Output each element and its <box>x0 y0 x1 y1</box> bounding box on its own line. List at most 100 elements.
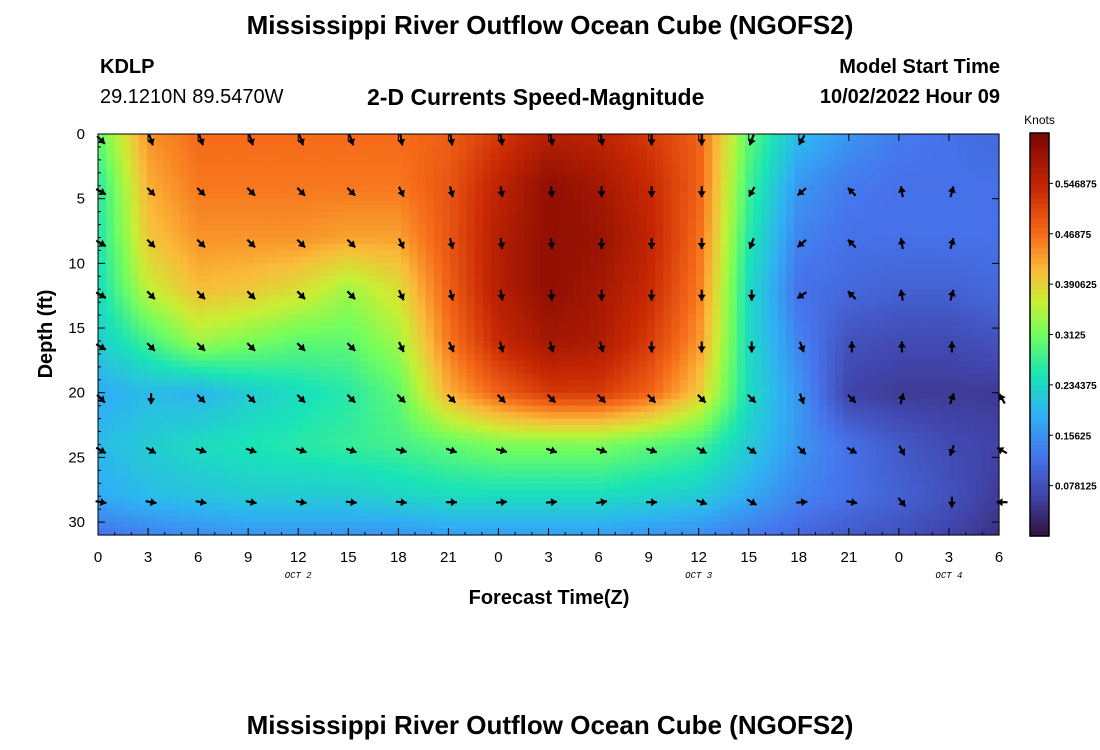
heatmap-cell <box>835 269 844 277</box>
heatmap-cell <box>171 159 181 167</box>
heatmap-cell <box>523 289 533 297</box>
heatmap-cell <box>499 328 509 336</box>
heatmap-cell <box>237 172 247 180</box>
heatmap-cell <box>474 282 484 290</box>
heatmap-cell <box>540 321 550 329</box>
heatmap-cell <box>327 347 337 355</box>
heatmap-cell <box>867 172 877 180</box>
heatmap-cell <box>958 256 967 264</box>
heatmap-cell <box>695 379 705 387</box>
heatmap-cell <box>540 360 550 368</box>
heatmap-cell <box>360 399 369 407</box>
heatmap-cell <box>171 211 181 219</box>
heatmap-cell <box>376 386 386 394</box>
heatmap-cell <box>622 321 632 329</box>
heatmap-cell <box>482 256 492 264</box>
heatmap-cell <box>425 218 435 226</box>
heatmap-cell <box>270 276 279 284</box>
heatmap-cell <box>179 425 189 433</box>
heatmap-cell <box>466 289 476 297</box>
heatmap-cell <box>925 347 935 355</box>
heatmap-cell <box>270 386 279 394</box>
heatmap-cell <box>163 340 173 349</box>
heatmap-cell <box>335 218 345 226</box>
heatmap-cell <box>409 282 419 290</box>
heatmap-cell <box>859 308 869 316</box>
heatmap-cell <box>286 328 296 336</box>
heatmap-cell <box>270 211 279 219</box>
heatmap-cell <box>679 269 689 277</box>
heatmap-cell <box>335 399 345 407</box>
heatmap-cell <box>990 334 1000 342</box>
heatmap-cell <box>515 386 525 394</box>
heatmap-cell <box>532 146 541 155</box>
heatmap-cell <box>892 237 902 245</box>
heatmap-cell <box>106 379 115 387</box>
heatmap-cell <box>171 347 181 355</box>
heatmap-cell <box>851 153 861 161</box>
heatmap-cell <box>908 256 918 264</box>
heatmap-cell <box>507 392 517 400</box>
heatmap-cell <box>941 386 951 394</box>
heatmap-cell <box>556 405 566 413</box>
heatmap-cell <box>704 347 713 355</box>
heatmap-cell <box>564 211 574 219</box>
heatmap-cell <box>171 315 181 323</box>
heatmap-cell <box>712 392 722 400</box>
heatmap-cell <box>138 159 148 167</box>
heatmap-cell <box>409 198 419 206</box>
heatmap-cell <box>310 134 320 142</box>
heatmap-cell <box>351 405 361 413</box>
heatmap-cell <box>581 185 591 193</box>
heatmap-cell <box>835 334 844 342</box>
heatmap-cell <box>442 243 451 252</box>
heatmap-cell <box>630 315 640 323</box>
heatmap-cell <box>458 282 468 290</box>
heatmap-cell <box>958 198 967 206</box>
heatmap-cell <box>851 373 861 381</box>
heatmap-cell <box>237 334 247 342</box>
heatmap-cell <box>917 412 926 420</box>
heatmap-cell <box>163 211 173 219</box>
heatmap-cell <box>974 379 984 387</box>
heatmap-cell <box>941 282 951 290</box>
heatmap-cell <box>941 250 951 258</box>
heatmap-cell <box>859 347 869 355</box>
heatmap-cell <box>196 159 206 167</box>
heatmap-cell <box>212 282 222 290</box>
heatmap-cell <box>605 243 615 252</box>
heatmap-cell <box>712 334 722 342</box>
heatmap-cell <box>753 192 763 200</box>
heatmap-cell <box>933 218 943 226</box>
heatmap-cell <box>155 412 165 420</box>
heatmap-cell <box>786 373 795 381</box>
heatmap-cell <box>777 179 787 187</box>
heatmap-cell <box>302 373 312 381</box>
heatmap-cell <box>663 166 672 174</box>
heatmap-cell <box>335 386 345 394</box>
heatmap-cell <box>532 334 541 342</box>
heatmap-cell <box>876 159 885 167</box>
heatmap-cell <box>556 250 566 258</box>
heatmap-cell <box>204 321 214 329</box>
heatmap-cell <box>532 392 541 400</box>
heatmap-cell <box>368 159 378 167</box>
heatmap-cell <box>351 302 361 310</box>
heatmap-cell <box>188 263 197 271</box>
heatmap-cell <box>859 321 869 329</box>
heatmap-cell <box>130 192 140 200</box>
heatmap-cell <box>270 399 279 407</box>
heatmap-cell <box>630 321 640 329</box>
heatmap-cell <box>188 282 197 290</box>
heatmap-cell <box>499 211 509 219</box>
heatmap-cell <box>622 360 632 368</box>
heatmap-cell <box>638 237 648 245</box>
heatmap-cell <box>589 172 599 180</box>
heatmap-cell <box>466 263 476 271</box>
heatmap-cell <box>482 392 492 400</box>
heatmap-cell <box>343 282 353 290</box>
heatmap-cell <box>335 373 345 381</box>
heatmap-cell <box>867 250 877 258</box>
heatmap-cell <box>98 328 107 336</box>
heatmap-cell <box>229 256 238 264</box>
